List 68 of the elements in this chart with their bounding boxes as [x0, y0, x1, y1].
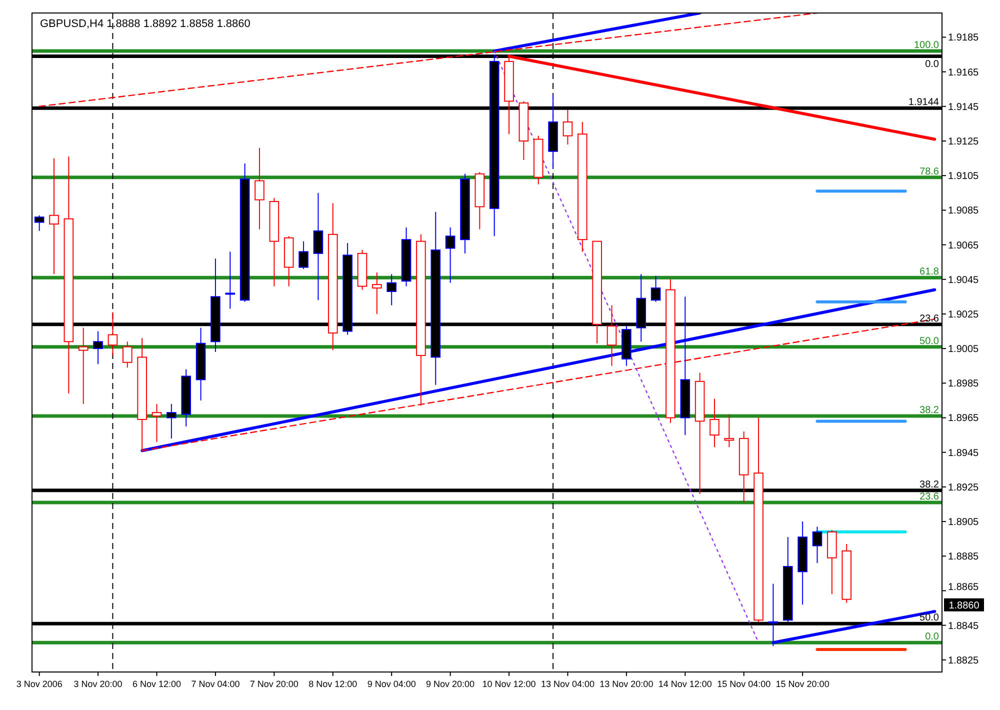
x-tick-label: 13 Nov 20:00	[600, 679, 654, 689]
y-tick-label: 1.8845	[948, 620, 980, 632]
annotation: 23.6	[920, 491, 940, 502]
annotation: 23.6	[920, 313, 940, 324]
x-tick-label: 15 Nov 04:00	[717, 679, 771, 689]
candlestick	[122, 341, 132, 368]
y-tick-label: 1.9185	[948, 32, 980, 44]
y-tick-label: 1.9005	[948, 344, 980, 356]
text: 1.8860	[948, 600, 980, 612]
candlestick	[34, 214, 44, 232]
chart-title: GBPUSD,H4 1.8888 1.8892 1.8858 1.8860	[40, 18, 250, 30]
candlestick	[445, 226, 456, 284]
candlestick	[254, 147, 264, 230]
candlestick	[372, 272, 382, 314]
candlestick	[562, 109, 573, 145]
y-tick-label: 1.8905	[948, 517, 980, 528]
candlestick	[313, 192, 324, 301]
y-tick-label: 1.9105	[948, 171, 980, 182]
annotation: 50.0	[920, 612, 940, 624]
y-tick-label: 1.8985	[948, 378, 980, 390]
candlestick	[93, 330, 103, 365]
y-tick-label: 1.8825	[948, 655, 980, 666]
candlestick	[49, 158, 59, 275]
x-tick-label: 8 Nov 12:00	[308, 679, 358, 689]
candlestick	[812, 526, 822, 564]
y-tick-label: 1.8865	[948, 582, 980, 594]
y-tick-label: 1.8945	[948, 448, 980, 459]
y-tick-label: 1.9125	[948, 136, 980, 148]
annotation: 78.6	[920, 166, 940, 178]
annotation: 38.2	[920, 479, 940, 490]
candlestick	[78, 327, 88, 404]
candlestick	[386, 274, 396, 306]
y-tick-label: 1.9065	[948, 240, 980, 252]
annotation: 38.2	[920, 405, 940, 416]
x-tick-label: 9 Nov 04:00	[367, 679, 416, 689]
y-tick-label: 1.8925	[948, 482, 980, 494]
x-tick-label: 3 Nov 20:00	[74, 679, 122, 689]
annotation: 61.8	[920, 266, 940, 278]
x-tick-label: 6 Nov 12:00	[132, 679, 182, 689]
y-tick-label: 1.8965	[948, 413, 980, 424]
x-tick-label: 10 Nov 12:00	[482, 679, 536, 689]
y-tick-label: 1.9025	[948, 309, 980, 320]
candlestick	[166, 403, 176, 439]
x-tick-label: 7 Nov 20:00	[250, 679, 298, 689]
candlestick	[650, 275, 661, 302]
candlestick	[606, 304, 617, 366]
annotation: 1.9144	[908, 97, 940, 108]
x-tick-label: 13 Nov 04:00	[540, 679, 594, 689]
annotation: 100.0	[914, 40, 940, 52]
candlestick	[724, 414, 734, 448]
candlestick	[152, 403, 162, 442]
y-tick-label: 1.9145	[948, 102, 980, 113]
y-tick-label: 1.9085	[948, 206, 980, 217]
y-tick-label: 1.9165	[948, 67, 980, 78]
candlestick	[710, 398, 720, 448]
x-tick-label: 9 Nov 20:00	[426, 679, 475, 689]
x-tick-label: 15 Nov 20:00	[776, 679, 830, 689]
x-tick-label: 7 Nov 04:00	[191, 679, 240, 689]
candlestick	[108, 312, 118, 356]
y-tick-label: 1.8885	[948, 552, 980, 563]
candlestick	[298, 240, 308, 270]
y-tick-label: 1.9045	[948, 274, 980, 286]
annotation: 0.0	[925, 59, 940, 70]
x-tick-label: 3 Nov 2006	[16, 679, 62, 689]
annotation: 50.0	[920, 336, 940, 347]
annotation: 0.0	[925, 632, 940, 643]
x-tick-label: 14 Nov 12:00	[658, 679, 712, 689]
candlestick	[225, 251, 236, 310]
